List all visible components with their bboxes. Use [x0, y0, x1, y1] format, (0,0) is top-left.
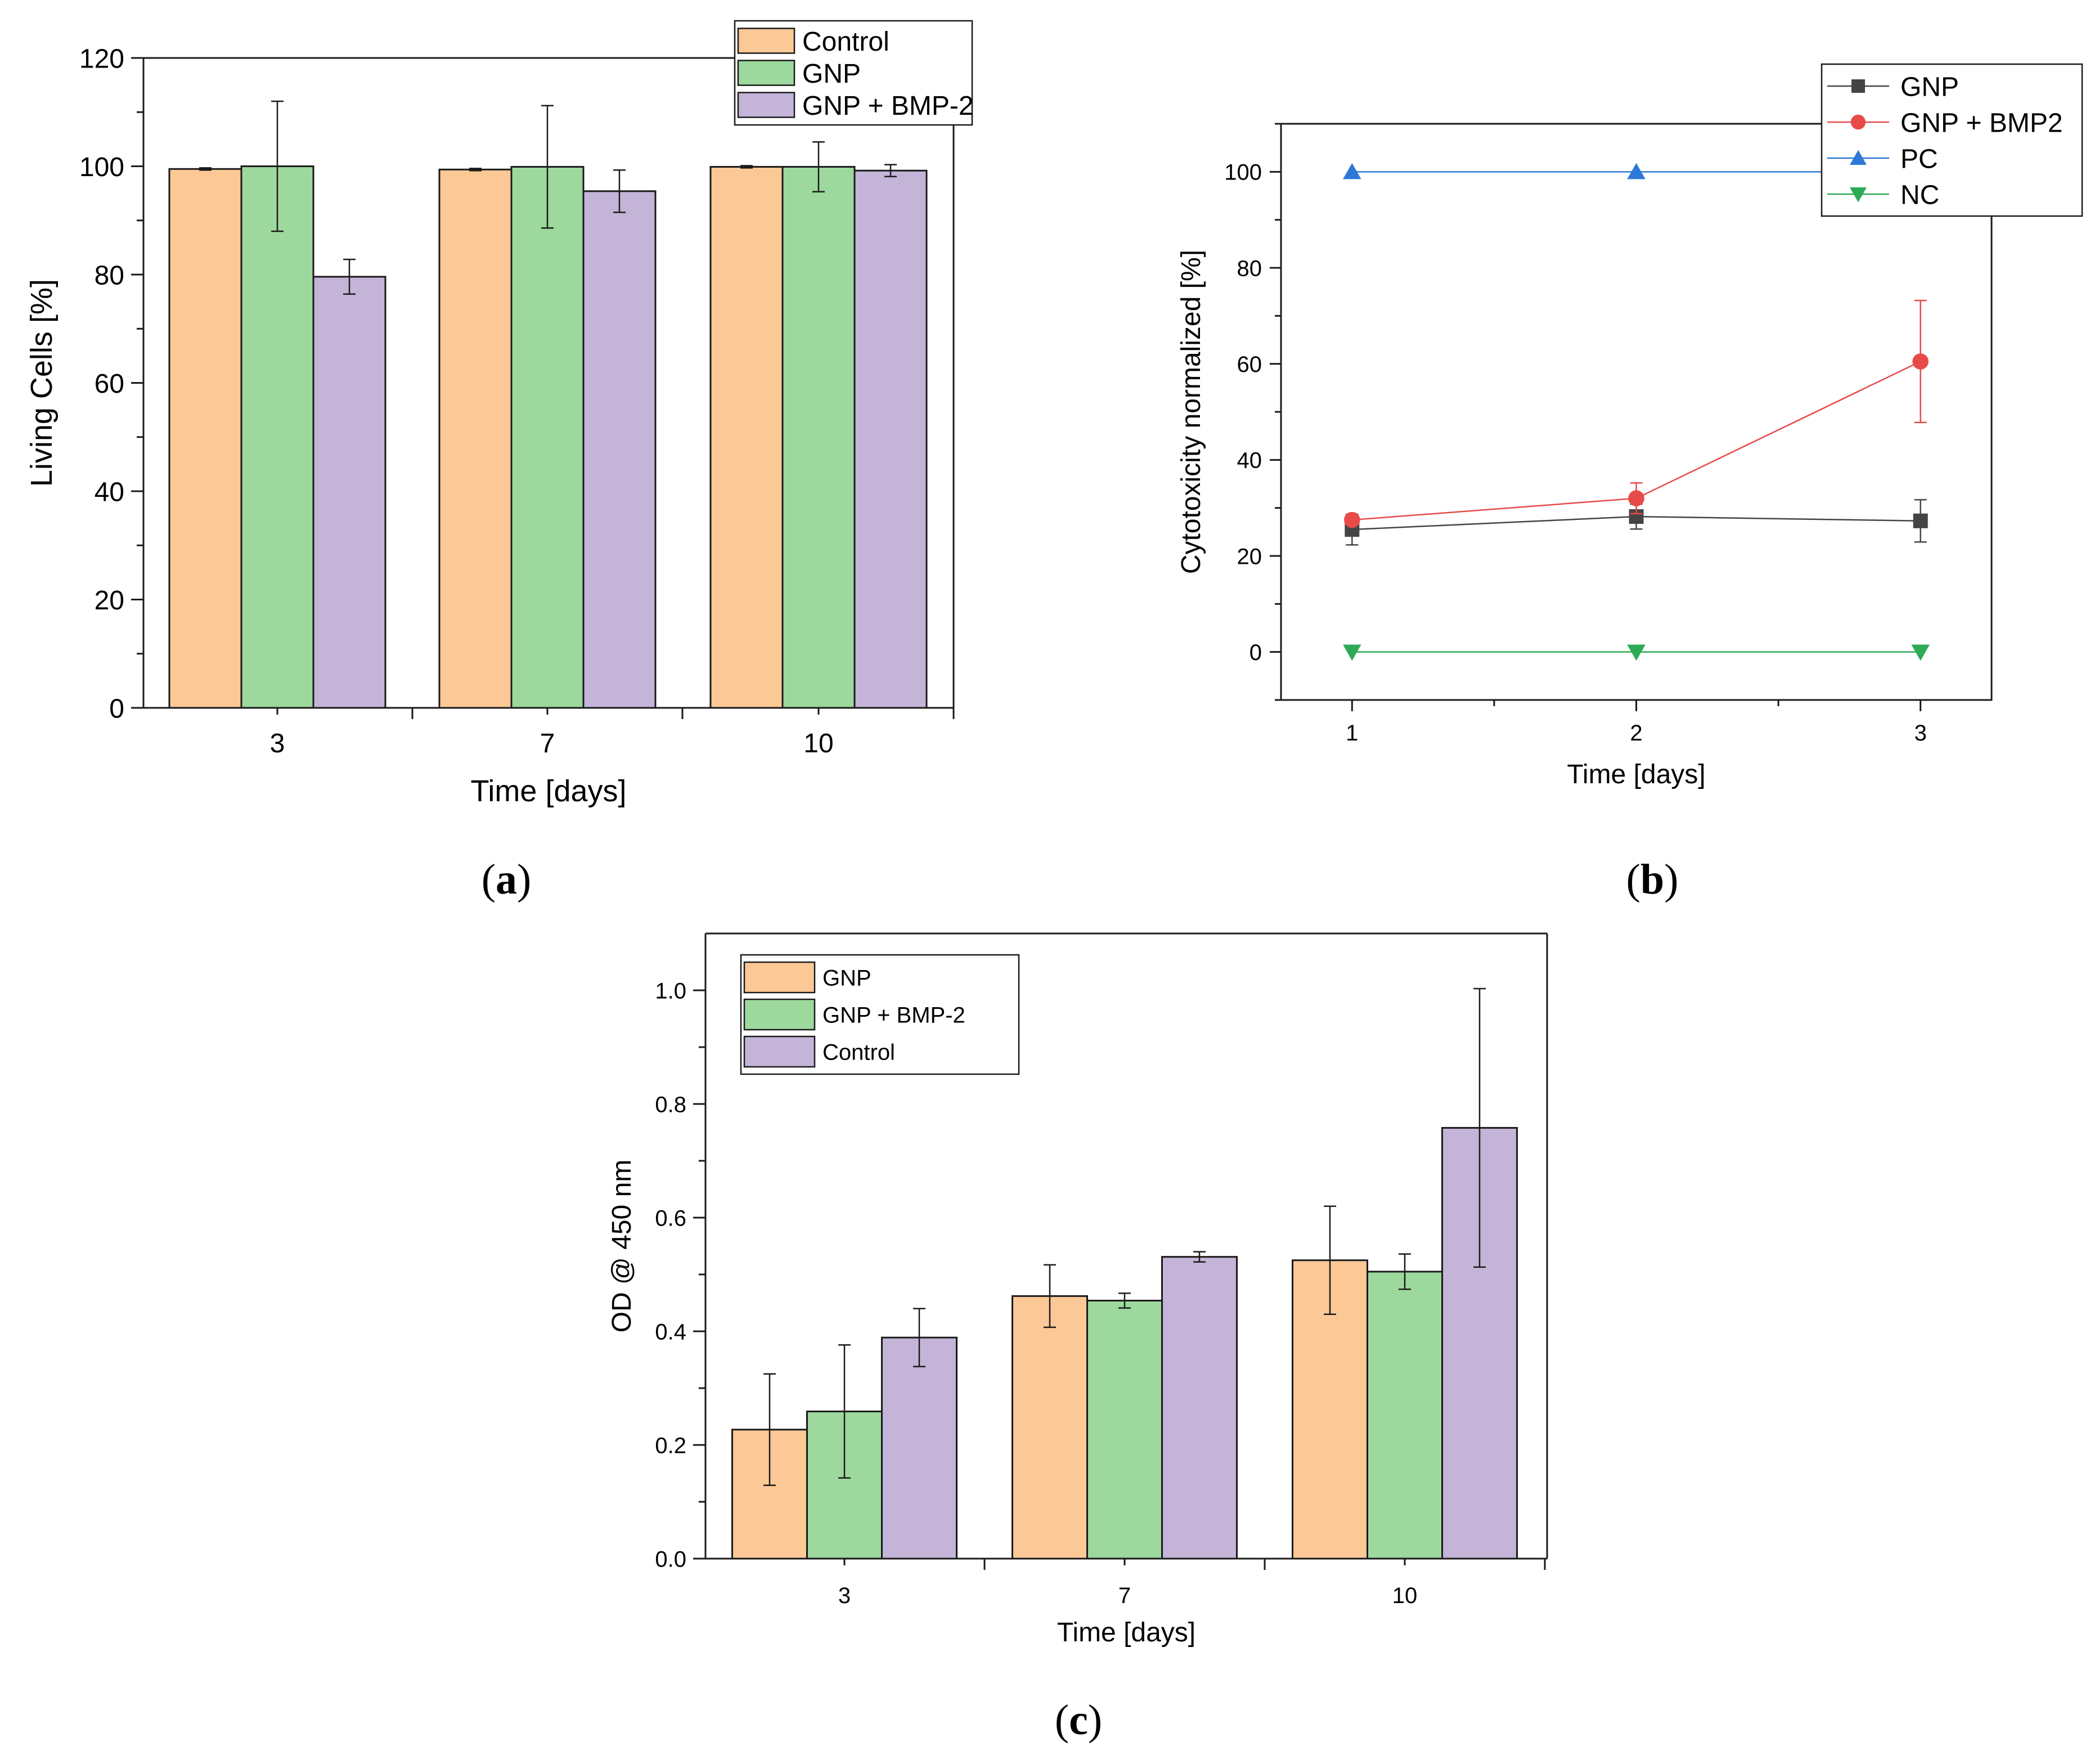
y-tick-label: 20: [95, 586, 124, 616]
chart-od-450: 0.0 0.2 0.4 0.6 0.8 1.0 3 7 10 Time [days] OD @ 45…: [607, 932, 1548, 1648]
x-axis-label: Time [days]: [1057, 1618, 1195, 1648]
y-tick-label: 60: [1237, 352, 1262, 377]
point-pc-1: [1343, 163, 1361, 179]
y-axis-label: Living Cells [%]: [25, 279, 59, 487]
x-tick-label: 3: [1914, 721, 1927, 746]
point-pc-2: [1627, 163, 1646, 179]
y-tick-label: 60: [95, 369, 124, 399]
y-tick-label: 0.6: [655, 1206, 686, 1231]
bar-gnp-7: [510, 165, 585, 709]
point-gnp-bmp2-2: [1628, 490, 1644, 506]
x-axis-label: Time [days]: [1567, 760, 1705, 789]
bar-gnp-bmp-2-7: [582, 190, 657, 709]
legend-label-pc: PC: [1900, 144, 1938, 174]
legend-label-nc: NC: [1900, 180, 1939, 210]
legend-box: [1821, 63, 2083, 217]
panel-label-c: (c): [1055, 1696, 1102, 1744]
x-tick-label: 3: [838, 1583, 851, 1608]
y-tick-label: 40: [95, 477, 124, 507]
legend-swatch-control: [743, 1035, 816, 1068]
point-nc-2: [1627, 644, 1646, 661]
legend-label-control: Control: [822, 1040, 895, 1065]
legend-swatch-gnp: [737, 60, 795, 86]
legend-marker-pc: [1850, 150, 1867, 165]
point-nc-1: [1343, 644, 1361, 661]
y-tick-label: 0: [1249, 640, 1262, 665]
point-nc-3: [1911, 644, 1930, 661]
x-tick-label: 7: [1118, 1583, 1131, 1608]
y-tick-label: 40: [1237, 448, 1262, 473]
y-tick-label: 0.4: [655, 1319, 686, 1344]
legend-label-control: Control: [802, 27, 889, 57]
bar-control-3: [168, 168, 242, 709]
x-tick-label: 7: [540, 729, 555, 758]
y-tick-label: 100: [79, 152, 124, 182]
bar-gnp-bmp-2-10: [853, 169, 928, 709]
point-gnp-bmp2-3: [1912, 353, 1929, 370]
chart-cytotoxicity: 0 20 40 60 80 100 1 2 3 Time [days] Cytotoxicity n…: [1176, 63, 2083, 789]
bar-gnp-3: [240, 165, 314, 709]
bar-gnp-10: [781, 165, 856, 709]
x-tick-label: 3: [270, 729, 285, 758]
y-tick-label: 100: [1224, 160, 1262, 185]
bar-gnp-7: [1012, 1295, 1088, 1560]
bar-control-7: [438, 168, 513, 709]
y-tick-label: 0.0: [655, 1547, 686, 1572]
legend-label-gnp-bmp-2: GNP + BMP-2: [802, 91, 974, 121]
legend-swatch-gnp-bmp-2: [737, 92, 795, 118]
legend-swatch-control: [737, 28, 795, 54]
y-tick-label: 120: [79, 44, 124, 74]
y-tick-label: 20: [1237, 544, 1262, 569]
legend-label-gnp: GNP: [802, 59, 861, 89]
chart-living-cells: 0 20 40 60 80 100 120 3 7 10 Time [days] Living Cel…: [25, 20, 974, 808]
y-tick-label: 0.2: [655, 1433, 686, 1458]
y-axis-label: Cytotoxicity normalized [%]: [1176, 250, 1206, 574]
y-tick-label: 80: [95, 261, 124, 290]
legend-marker-nc: [1850, 187, 1867, 203]
legend-marker-gnp: [1851, 79, 1865, 93]
legend-marker-gnp-bmp2: [1850, 114, 1866, 130]
bar-gnp-bmp-2-3: [312, 276, 386, 709]
y-tick-label: 1.0: [655, 978, 686, 1003]
y-tick-label: 80: [1237, 256, 1262, 281]
point-gnp-3: [1913, 513, 1928, 528]
panel-label-a: (a): [482, 856, 532, 903]
bar-control-7: [1161, 1256, 1238, 1560]
y-tick-label: 0.8: [655, 1092, 686, 1117]
legend-label-gnp: GNP: [1900, 72, 1959, 102]
y-axis-label: OD @ 450 nm: [607, 1160, 637, 1333]
bar-control-3: [881, 1336, 958, 1560]
x-axis-label: Time [days]: [470, 774, 626, 808]
panel-label-b: (b): [1626, 856, 1679, 903]
bar-gnp-bmp-2-10: [1367, 1271, 1443, 1560]
bar-control-10: [709, 165, 784, 709]
x-tick-label: 1: [1346, 721, 1358, 746]
bar-gnp-bmp-2-7: [1086, 1299, 1163, 1560]
legend-label-gnp: GNP: [822, 966, 871, 990]
y-tick-label: 0: [109, 694, 124, 724]
x-tick-label: 10: [803, 729, 833, 758]
point-gnp-bmp2-1: [1344, 511, 1360, 528]
legend-label-gnp-bmp-2: GNP + BMP-2: [822, 1003, 965, 1027]
legend-swatch-gnp: [743, 961, 816, 994]
x-tick-label: 2: [1630, 721, 1642, 746]
legend-swatch-gnp-bmp-2: [743, 998, 816, 1031]
x-tick-label: 10: [1392, 1583, 1418, 1608]
legend-label-gnp-bmp2: GNP + BMP2: [1900, 108, 2063, 138]
